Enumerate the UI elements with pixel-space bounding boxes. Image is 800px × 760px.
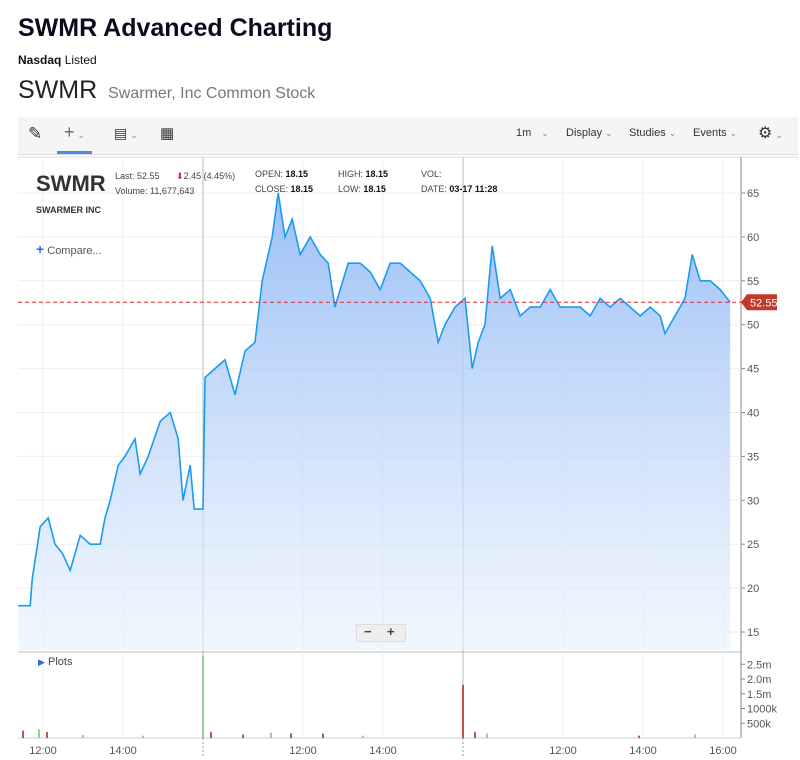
low-readout: LOW: 18.15	[338, 184, 386, 194]
y-tick-label: 45	[747, 364, 759, 376]
volume-bar	[270, 732, 272, 738]
exchange-listing: Nasdaq Listed	[18, 53, 97, 67]
comment-icon[interactable]: ▤ ⌄	[114, 125, 138, 141]
last-price-label: 52.55	[750, 297, 778, 309]
last-price-tag	[741, 294, 777, 311]
plus-icon: +	[36, 241, 45, 257]
volume-bar	[38, 729, 40, 738]
volume-bar	[694, 734, 696, 738]
plots-toggle[interactable]: ▶ Plots	[38, 656, 73, 668]
chevron-down-icon: ⌄	[77, 130, 86, 140]
volume-bar	[22, 730, 24, 738]
price-area	[18, 193, 731, 650]
volume-bar	[362, 735, 364, 738]
volume-bar	[82, 735, 84, 738]
close-readout: CLOSE: 18.15	[255, 184, 314, 194]
volume-bar	[242, 734, 244, 738]
volume-tick-label: 1000k	[747, 704, 777, 716]
y-tick-label: 40	[747, 408, 759, 420]
pencil-icon[interactable]: ✎	[28, 124, 43, 143]
display-dropdown[interactable]: Display ⌄	[566, 127, 613, 139]
stock-symbol: SWMR	[18, 76, 98, 104]
x-tick-label: 14:00	[109, 745, 137, 757]
volume-bar	[462, 684, 464, 738]
zoom-out-button[interactable]: −	[364, 624, 372, 639]
chart-toolbar: ✎ + ⌄ ▤ ⌄ ▦ 1m ⌄ Display ⌄ Studies ⌄ Events ⌄ …	[18, 117, 798, 155]
x-tick-label: 14:00	[369, 745, 397, 757]
volume-tick-label: 2.5m	[747, 659, 771, 671]
volume-bar	[638, 735, 640, 738]
zoom-in-button[interactable]: +	[387, 624, 395, 639]
interval-label: 1m	[516, 127, 532, 139]
x-tick-label: 16:00	[709, 745, 737, 757]
active-tool-indicator	[57, 151, 92, 154]
chevron-down-icon: ⌄	[130, 130, 138, 140]
page-title: SWMR Advanced Charting	[18, 14, 333, 42]
volume-tick-label: 500k	[747, 718, 771, 730]
y-tick-label: 60	[747, 232, 759, 244]
y-tick-label: 30	[747, 495, 759, 507]
last-price: Last: 52.55 ⬇2.45 (4.45%)	[115, 171, 236, 181]
y-tick-label: 20	[747, 583, 759, 595]
y-tick-label: 50	[747, 320, 759, 332]
vol-readout: VOL:	[421, 169, 442, 179]
volume-bar	[474, 732, 476, 738]
stock-heading: SWMR Swarmer, Inc Common Stock	[18, 76, 315, 105]
volume-readout: Volume: 11,677,643	[115, 186, 195, 196]
studies-dropdown[interactable]: Studies ⌄	[629, 127, 677, 139]
y-tick-label: 35	[747, 451, 759, 463]
events-label: Events	[693, 127, 727, 139]
volume-bar	[290, 733, 292, 738]
compare-button[interactable]: + Compare...	[36, 241, 102, 257]
volume-bar	[46, 732, 48, 738]
display-label: Display	[566, 127, 603, 139]
events-dropdown[interactable]: Events ⌄	[693, 127, 738, 139]
volume-tick-label: 1.5m	[747, 689, 771, 701]
triangle-right-icon: ▶	[38, 657, 45, 667]
y-tick-label: 15	[747, 627, 759, 639]
listed-label: Listed	[64, 53, 97, 67]
x-tick-label: 12:00	[549, 745, 577, 757]
price-line	[18, 192, 731, 607]
quote-symbol: SWMR	[36, 171, 106, 196]
settings-gear-icon[interactable]: ⚙ ⌄	[758, 125, 783, 142]
x-tick-label: 12:00	[29, 745, 57, 757]
table-icon[interactable]: ▦	[160, 125, 175, 142]
high-readout: HIGH: 18.15	[338, 169, 389, 179]
volume-bar	[142, 735, 144, 738]
date-readout: DATE: 03-17 11:28	[421, 184, 498, 194]
y-tick-label: 65	[747, 188, 759, 200]
volume-tick-label: 2.0m	[747, 674, 771, 686]
x-tick-label: 12:00	[289, 745, 317, 757]
volume-bar	[322, 733, 324, 738]
volume-bar	[210, 732, 212, 738]
price-change: 2.45 (4.45%)	[183, 171, 236, 181]
zoom-controls: − +	[356, 624, 406, 642]
x-tick-label: 14:00	[629, 745, 657, 757]
studies-label: Studies	[629, 127, 666, 139]
y-tick-label: 25	[747, 539, 759, 551]
crosshair-icon[interactable]: + ⌄	[64, 122, 86, 142]
down-arrow-icon: ⬇	[176, 171, 184, 181]
y-tick-label: 55	[747, 276, 759, 288]
stock-name: Swarmer, Inc Common Stock	[108, 85, 316, 102]
volume-bar	[486, 733, 488, 738]
exchange: Nasdaq	[18, 53, 62, 67]
open-readout: OPEN: 18.15	[255, 169, 309, 179]
interval-dropdown[interactable]: 1m ⌄	[516, 127, 549, 139]
volume-bar	[202, 655, 204, 738]
quote-company: SWARMER INC	[36, 205, 101, 215]
